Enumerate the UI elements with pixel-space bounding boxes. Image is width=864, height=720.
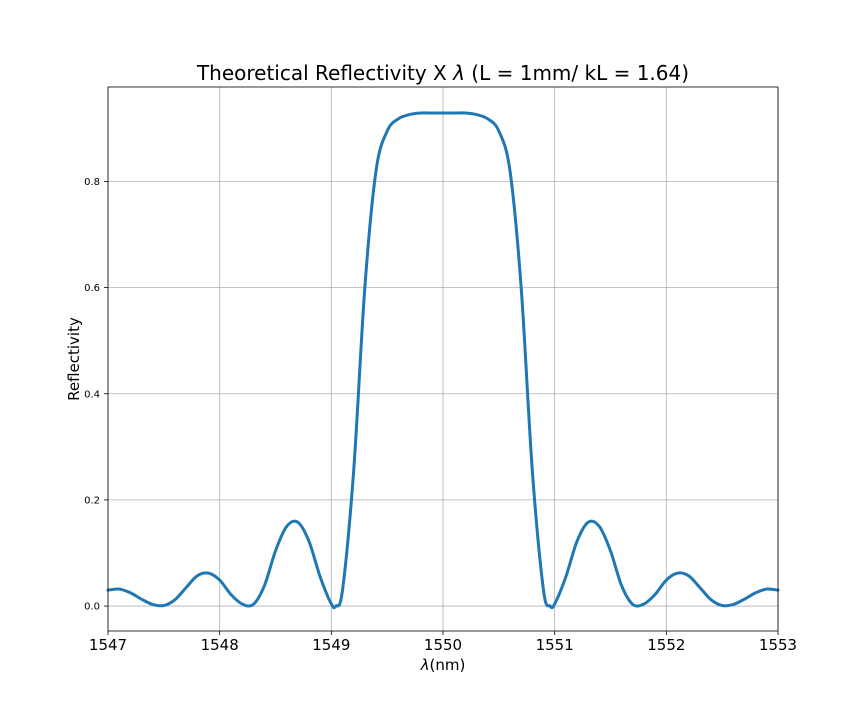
x-tick-label: 1550 <box>424 636 462 654</box>
y-tick-label: 0.0 <box>84 602 100 613</box>
reflectivity-series-line <box>106 111 780 610</box>
axis-ticks: 1547 1548 1549 1550 1551 1552 1553 0.0 0.2 0.4 0.6… <box>84 177 797 654</box>
x-tick-label: 1549 <box>312 636 350 654</box>
x-tick-label: 1547 <box>89 636 127 654</box>
x-tick-label: 1552 <box>647 636 685 654</box>
y-tick-label: 0.6 <box>84 283 100 294</box>
chart-title-prefix: Theoretical Reflectivity X <box>196 61 453 85</box>
chart-title-suffix: (L = 1mm/ kL = 1.64) <box>465 61 689 85</box>
y-tick-label: 0.8 <box>84 177 100 188</box>
y-tick-label: 0.4 <box>84 389 100 400</box>
x-axis-label-symbol: λ <box>420 656 430 674</box>
chart-title: Theoretical Reflectivity X λ (L = 1mm/ k… <box>196 61 689 85</box>
x-axis-label: λ(nm) <box>420 656 466 674</box>
y-tick-label: 0.2 <box>84 495 100 506</box>
y-axis-label: Reflectivity <box>65 317 83 401</box>
x-tick-label: 1551 <box>536 636 574 654</box>
x-tick-label: 1553 <box>759 636 797 654</box>
chart-title-symbol: λ <box>452 61 465 85</box>
series-layer <box>106 111 780 610</box>
grid <box>107 87 779 631</box>
x-axis-label-unit: (nm) <box>430 656 466 674</box>
x-tick-label: 1548 <box>201 636 239 654</box>
